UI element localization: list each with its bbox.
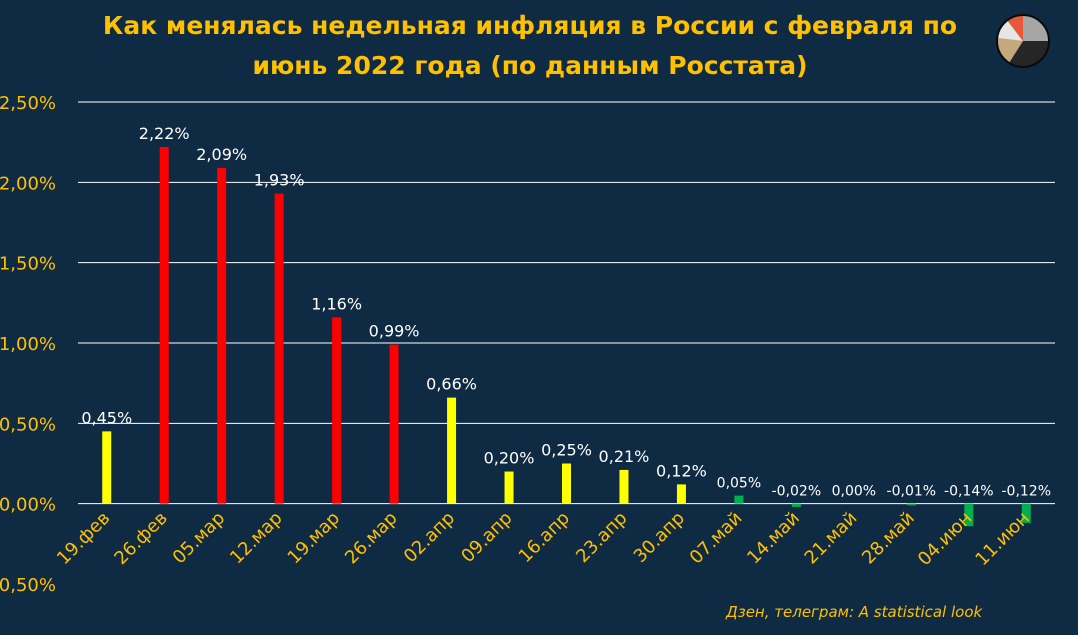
y-tick-label: 1,50% — [0, 254, 56, 275]
data-label: 2,22% — [139, 124, 190, 143]
data-label: -0,14% — [944, 484, 994, 500]
bar — [906, 503, 916, 506]
data-label: 0,66% — [426, 375, 477, 394]
x-tick-label: 12.мар — [226, 508, 287, 569]
y-axis-ticks: -0,50% 0,00% 0,50% 1,00% 1,50% 2,00% 2,50% — [0, 93, 56, 596]
x-tick-label: 30.апр — [630, 508, 689, 567]
data-label: 1,16% — [311, 294, 362, 313]
y-tick-label: 1,00% — [0, 334, 56, 355]
data-label: 0,20% — [484, 449, 535, 468]
data-label: 0,21% — [599, 447, 650, 466]
x-tick-label: 14.май — [743, 508, 804, 569]
x-tick-label: 09.апр — [457, 508, 516, 567]
y-tick-label: 2,50% — [0, 93, 56, 114]
data-labels: 0,45% 2,22% 2,09% 1,93% 1,16% 0,99% 0,66% 0,20%… — [81, 124, 1051, 500]
x-tick-label: 11.июн — [971, 508, 1033, 570]
y-tick-label: 2,00% — [0, 173, 56, 194]
data-label: 1,93% — [254, 171, 305, 190]
y-tick-label: -0,50% — [0, 575, 56, 596]
bar — [447, 397, 457, 504]
x-tick-label: 21.май — [801, 508, 862, 569]
bar — [964, 503, 974, 527]
data-label: 0,00% — [832, 484, 876, 500]
bar — [562, 463, 571, 504]
bar — [504, 471, 514, 504]
bars — [102, 146, 1031, 527]
data-label: 2,09% — [196, 145, 247, 164]
bar — [159, 146, 169, 504]
data-label: 0,45% — [81, 408, 132, 427]
bar — [217, 167, 227, 504]
x-tick-label: 19.фев — [53, 508, 114, 569]
data-label: 0,05% — [717, 476, 761, 492]
bar — [389, 344, 399, 504]
bar — [676, 484, 686, 504]
data-label: 0,25% — [541, 441, 592, 460]
x-tick-label: 16.апр — [515, 508, 574, 567]
data-label: -0,01% — [887, 484, 937, 500]
bar — [1021, 503, 1031, 523]
bar — [102, 431, 112, 504]
y-tick-label: 0,00% — [0, 495, 56, 516]
x-tick-label: 26.фев — [110, 508, 171, 569]
bar — [791, 503, 801, 507]
credit-text: Дзен, телеграм: A statistical look — [726, 603, 983, 621]
data-label: -0,02% — [772, 484, 822, 500]
x-axis-ticks: 19.фев26.фев05.мар12.мар19.мар26.мар02.а… — [53, 508, 1034, 570]
x-tick-label: 28.май — [858, 508, 919, 569]
chart-title: Как менялась недельная инфляция в России… — [60, 6, 1000, 86]
data-label: 0,12% — [656, 461, 707, 480]
x-tick-label: 02.апр — [400, 508, 459, 567]
bar — [619, 469, 629, 504]
y-tick-label: 0,50% — [0, 414, 56, 435]
bar — [734, 495, 744, 504]
data-label: -0,12% — [1001, 484, 1051, 500]
x-tick-label: 07.май — [686, 508, 747, 569]
chart-title-line-1: Как менялась недельная инфляция в России… — [102, 11, 958, 40]
data-label: 0,99% — [369, 322, 420, 341]
x-tick-label: 23.апр — [572, 508, 631, 567]
bar — [332, 317, 342, 504]
x-tick-label: 04.июн — [914, 508, 976, 570]
bar — [274, 193, 284, 504]
chart-title-line-2: июнь 2022 года (по данным Росстата) — [252, 51, 808, 80]
x-tick-label: 26.мар — [341, 508, 402, 569]
x-tick-label: 19.мар — [284, 508, 345, 569]
pie-chart-logo-icon — [996, 14, 1050, 68]
x-tick-label: 05.мар — [169, 508, 230, 569]
